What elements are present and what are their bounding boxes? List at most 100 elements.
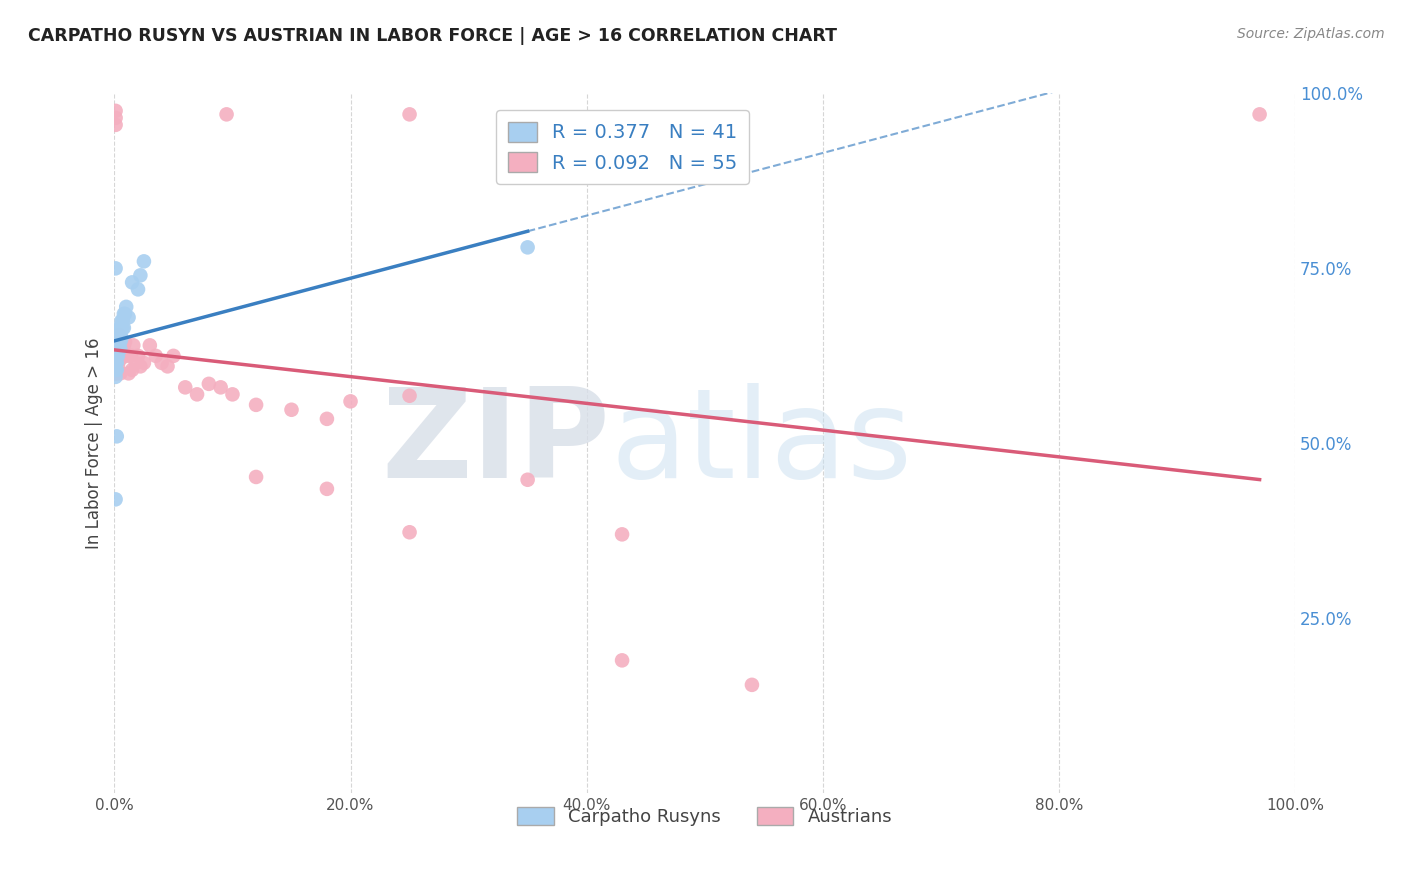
Point bbox=[129, 268, 152, 283]
Point bbox=[107, 349, 129, 363]
Point bbox=[107, 331, 129, 345]
Point bbox=[112, 349, 135, 363]
Point bbox=[280, 402, 302, 417]
Point bbox=[104, 359, 127, 374]
Point bbox=[127, 282, 149, 296]
Point bbox=[105, 429, 128, 443]
Point bbox=[108, 342, 131, 356]
Point bbox=[107, 334, 129, 349]
Point bbox=[111, 314, 134, 328]
Point bbox=[114, 334, 136, 349]
Text: ZIP: ZIP bbox=[381, 383, 610, 504]
Point bbox=[108, 334, 131, 349]
Point bbox=[145, 349, 167, 363]
Point bbox=[156, 359, 179, 374]
Y-axis label: In Labor Force | Age > 16: In Labor Force | Age > 16 bbox=[86, 337, 103, 549]
Point bbox=[107, 345, 129, 359]
Point bbox=[129, 359, 152, 374]
Point bbox=[107, 359, 129, 374]
Text: Source: ZipAtlas.com: Source: ZipAtlas.com bbox=[1237, 27, 1385, 41]
Point bbox=[209, 380, 232, 394]
Point bbox=[198, 376, 221, 391]
Point bbox=[398, 107, 420, 121]
Point bbox=[104, 111, 127, 125]
Point bbox=[104, 345, 127, 359]
Point bbox=[110, 352, 132, 367]
Point bbox=[122, 338, 145, 352]
Point bbox=[139, 338, 162, 352]
Point bbox=[516, 473, 538, 487]
Point bbox=[316, 412, 339, 426]
Point bbox=[132, 254, 155, 268]
Point bbox=[398, 525, 420, 540]
Point bbox=[112, 307, 135, 321]
Point bbox=[104, 492, 127, 507]
Point bbox=[114, 307, 136, 321]
Point bbox=[105, 338, 128, 352]
Point bbox=[186, 387, 208, 401]
Point bbox=[104, 369, 127, 384]
Point bbox=[110, 338, 132, 352]
Point bbox=[104, 363, 127, 377]
Point bbox=[107, 327, 129, 342]
Point bbox=[245, 470, 267, 484]
Point bbox=[110, 314, 132, 328]
Point bbox=[245, 398, 267, 412]
Point bbox=[132, 356, 155, 370]
Point bbox=[104, 367, 127, 381]
Point bbox=[110, 327, 132, 342]
Point bbox=[107, 342, 129, 356]
Point bbox=[105, 334, 128, 349]
Point bbox=[111, 321, 134, 335]
Point bbox=[104, 261, 127, 276]
Point bbox=[162, 349, 184, 363]
Point bbox=[105, 349, 128, 363]
Point bbox=[105, 367, 128, 381]
Point bbox=[111, 345, 134, 359]
Point bbox=[111, 334, 134, 349]
Point bbox=[110, 367, 132, 381]
Point bbox=[117, 310, 139, 325]
Point bbox=[110, 331, 132, 345]
Point bbox=[105, 363, 128, 377]
Point bbox=[121, 276, 143, 290]
Point bbox=[110, 345, 132, 359]
Point bbox=[398, 389, 420, 403]
Point bbox=[610, 527, 633, 541]
Point bbox=[115, 300, 138, 314]
Point bbox=[215, 107, 238, 121]
Point bbox=[112, 338, 135, 352]
Point bbox=[108, 327, 131, 342]
Point bbox=[104, 118, 127, 132]
Point bbox=[221, 387, 243, 401]
Text: atlas: atlas bbox=[610, 383, 912, 504]
Point bbox=[104, 352, 127, 367]
Point bbox=[150, 356, 173, 370]
Point bbox=[105, 352, 128, 367]
Point bbox=[174, 380, 197, 394]
Point bbox=[1249, 107, 1271, 121]
Point bbox=[104, 342, 127, 356]
Point bbox=[741, 678, 763, 692]
Point bbox=[117, 367, 139, 381]
Point bbox=[108, 327, 131, 342]
Point bbox=[108, 321, 131, 335]
Point bbox=[112, 321, 135, 335]
Point bbox=[110, 334, 132, 349]
Point bbox=[120, 349, 142, 363]
Point bbox=[124, 356, 146, 370]
Point bbox=[104, 103, 127, 118]
Point bbox=[110, 349, 132, 363]
Point bbox=[610, 653, 633, 667]
Legend: Carpatho Rusyns, Austrians: Carpatho Rusyns, Austrians bbox=[510, 799, 900, 833]
Point bbox=[105, 342, 128, 356]
Point bbox=[110, 321, 132, 335]
Point bbox=[105, 356, 128, 370]
Point bbox=[107, 324, 129, 338]
Point bbox=[127, 349, 149, 363]
Point bbox=[104, 338, 127, 352]
Point bbox=[115, 349, 138, 363]
Point bbox=[110, 342, 132, 356]
Point bbox=[339, 394, 361, 409]
Point bbox=[104, 356, 127, 370]
